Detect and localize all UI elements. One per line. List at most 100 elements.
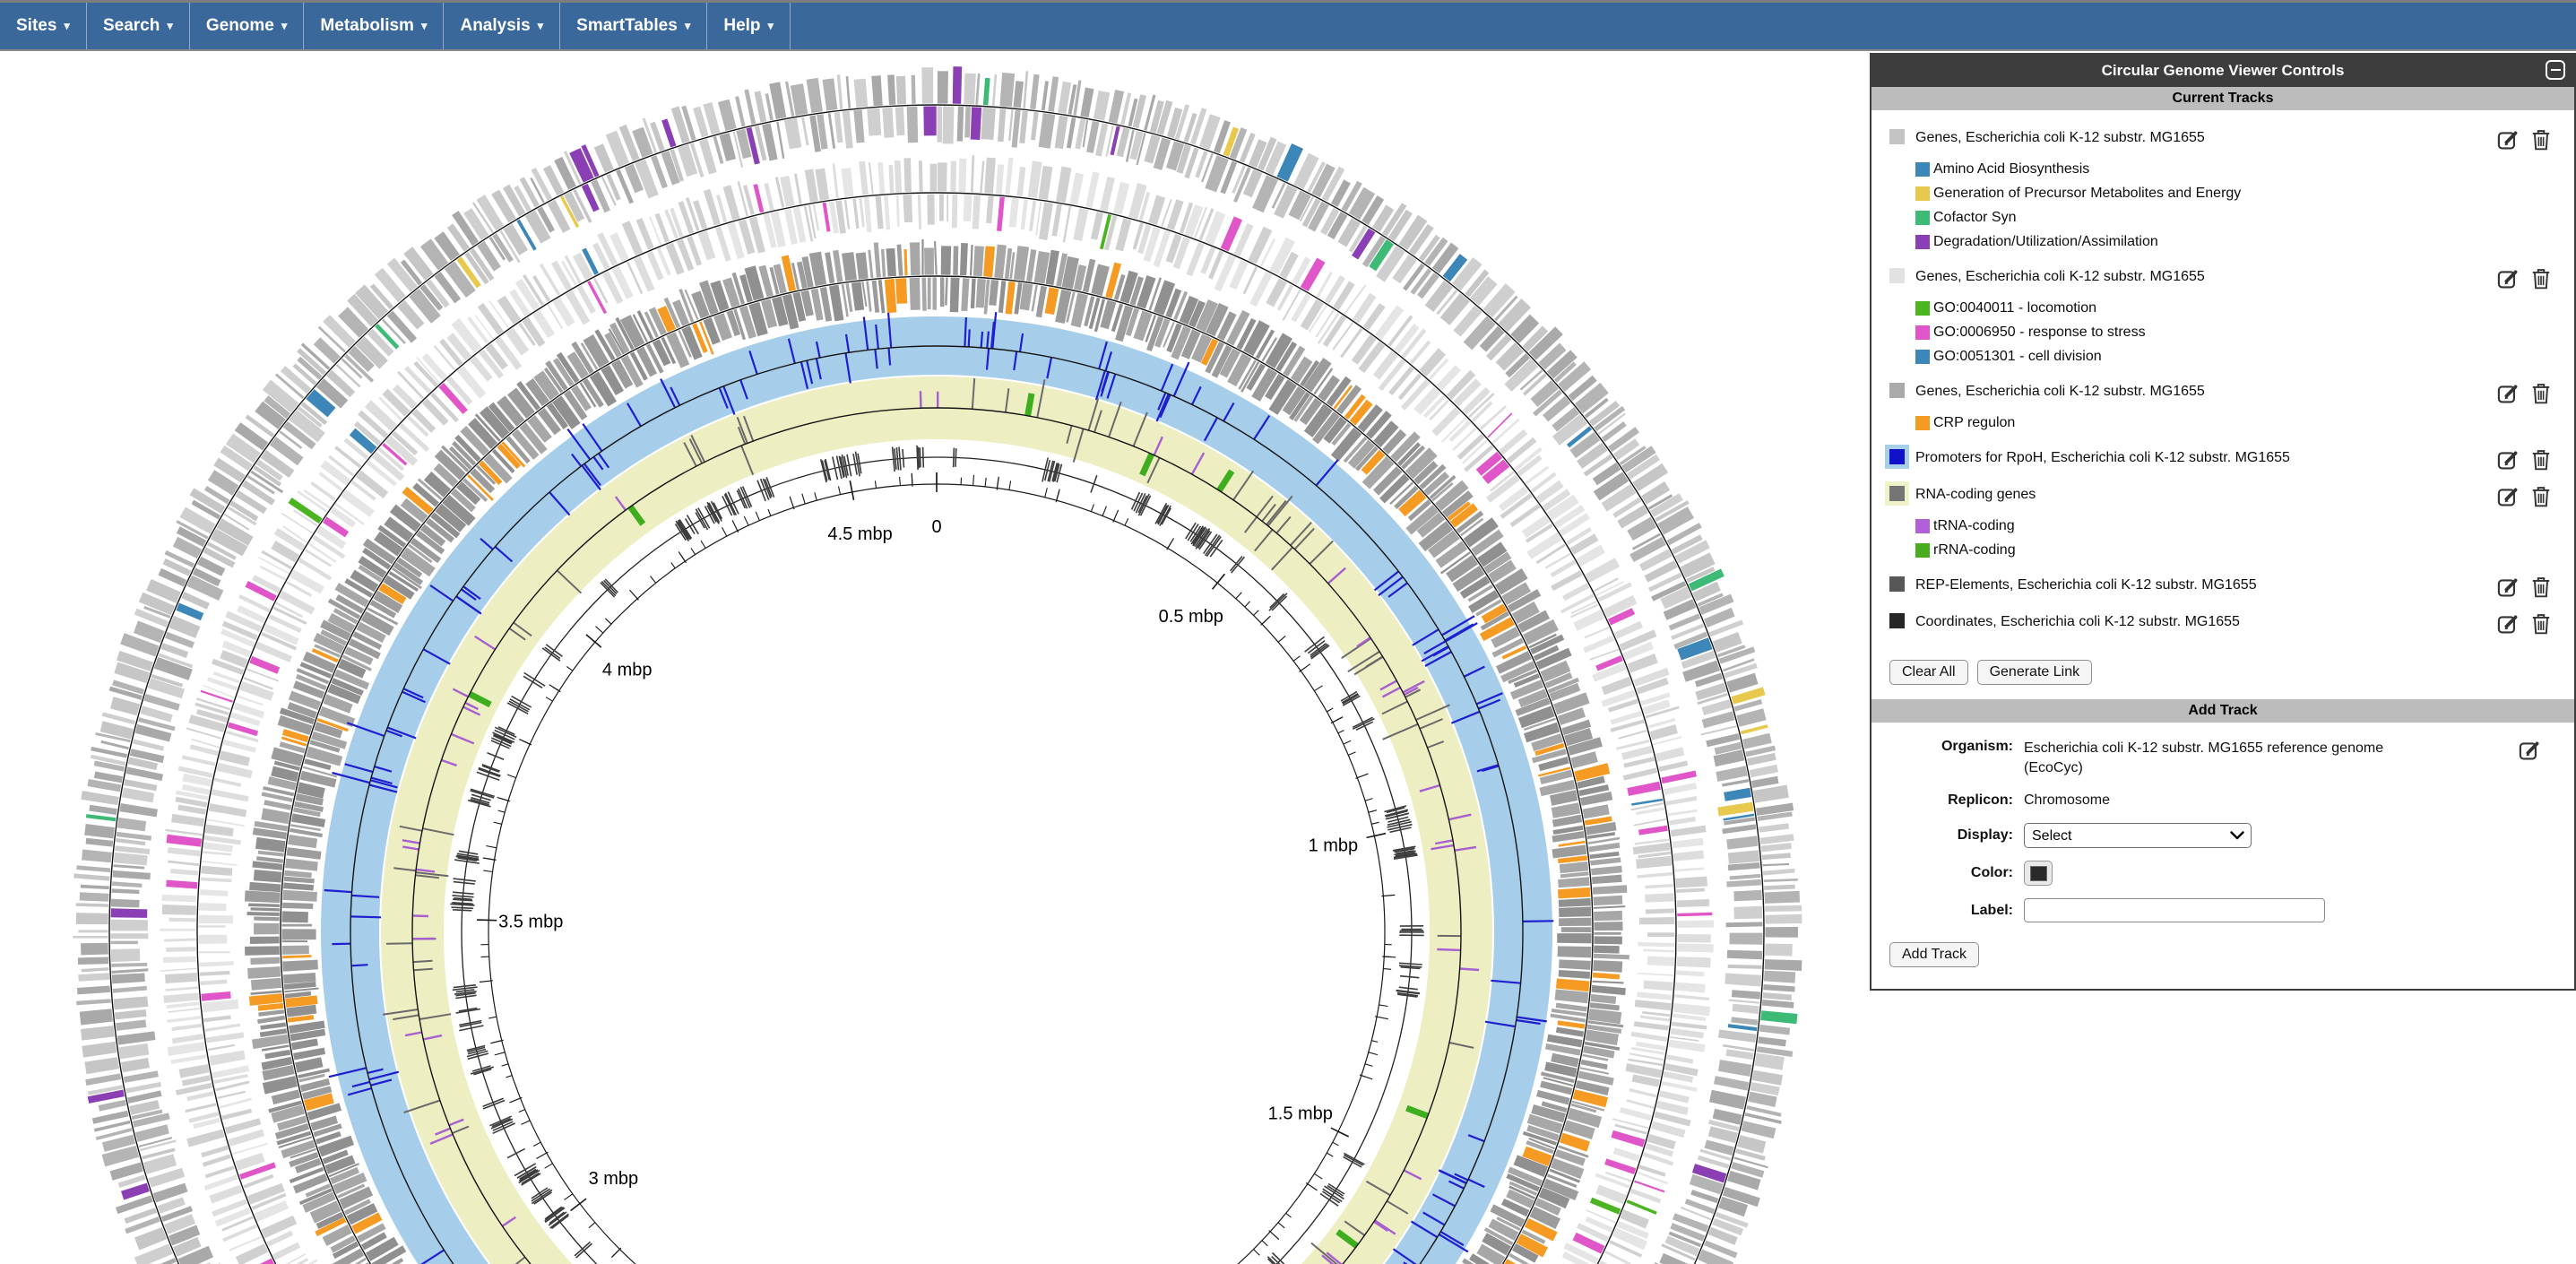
replicon-value: Chromosome bbox=[2024, 792, 2111, 808]
track-legend-item: Amino Acid Biosynthesis bbox=[1915, 157, 2553, 181]
color-picker-button[interactable] bbox=[2024, 861, 2053, 886]
track-legend-item: Generation of Precursor Metabolites and … bbox=[1915, 181, 2553, 205]
legend-color-swatch bbox=[1915, 415, 1930, 430]
legend-color-swatch bbox=[1915, 186, 1930, 201]
edit-track-button[interactable] bbox=[2497, 612, 2520, 636]
legend-label: GO:0051301 - cell division bbox=[1933, 348, 2102, 364]
scale-label: 1.5 mbp bbox=[1268, 1104, 1333, 1123]
add-track-header: Add Track bbox=[1871, 699, 2574, 723]
legend-label: CRP regulon bbox=[1933, 414, 2016, 430]
track-legend-item: rRNA-coding bbox=[1915, 538, 2553, 562]
collapse-panel-button[interactable] bbox=[2546, 60, 2565, 80]
delete-track-button[interactable] bbox=[2529, 382, 2553, 405]
legend-label: GO:0006950 - response to stress bbox=[1933, 324, 2146, 340]
caret-down-icon: ▾ bbox=[537, 19, 544, 32]
track-label: Genes, Escherichia coli K-12 substr. MG1… bbox=[1915, 130, 2205, 145]
color-label: Color: bbox=[1970, 865, 2013, 880]
legend-color-swatch bbox=[1915, 325, 1930, 340]
delete-track-button[interactable] bbox=[2529, 448, 2553, 472]
display-select[interactable]: Select bbox=[2025, 824, 2251, 847]
legend-color-swatch bbox=[1915, 518, 1930, 533]
track-row: REP-Elements, Escherichia coli K-12 subs… bbox=[1889, 576, 2553, 599]
delete-track-button[interactable] bbox=[2529, 485, 2553, 508]
track-legend-item: tRNA-coding bbox=[1915, 514, 2553, 538]
label-label: Label: bbox=[1970, 902, 2013, 918]
legend-label: tRNA-coding bbox=[1933, 517, 2015, 533]
display-label: Display: bbox=[1957, 827, 2013, 843]
track-label-input[interactable] bbox=[2024, 898, 2325, 922]
delete-track-button[interactable] bbox=[2529, 267, 2553, 290]
organism-label: Organism: bbox=[1941, 739, 2013, 754]
legend-color-swatch bbox=[1915, 210, 1930, 225]
track-label: Promoters for RpoH, Escherichia coli K-1… bbox=[1915, 450, 2290, 465]
top-nav-bar: Sites ▾ Search ▾ Genome ▾ Metabolism ▾ A… bbox=[0, 0, 2576, 51]
organism-value: Escherichia coli K-12 substr. MG1655 ref… bbox=[2024, 740, 2384, 775]
add-track-button[interactable]: Add Track bbox=[1889, 942, 1980, 967]
nav-item-sites[interactable]: Sites ▾ bbox=[0, 3, 87, 49]
edit-track-button[interactable] bbox=[2497, 382, 2520, 405]
add-track-form: Organism: Escherichia coli K-12 substr. … bbox=[1871, 723, 2574, 989]
track-color-swatch bbox=[1889, 129, 1905, 144]
caret-down-icon: ▾ bbox=[64, 19, 70, 32]
edit-organism-button[interactable] bbox=[2519, 739, 2542, 762]
delete-track-button[interactable] bbox=[2529, 576, 2553, 599]
delete-track-button[interactable] bbox=[2529, 128, 2553, 152]
circular-genome-viewer-controls-panel: Circular Genome Viewer Controls Current … bbox=[1870, 53, 2576, 991]
ring-genes-go bbox=[160, 155, 1715, 1264]
edit-track-button[interactable] bbox=[2497, 485, 2520, 508]
track-legend-item: GO:0051301 - cell division bbox=[1915, 344, 2553, 368]
legend-label: rRNA-coding bbox=[1933, 541, 2016, 558]
track-label: RNA-coding genes bbox=[1915, 487, 2036, 502]
panel-title-bar: Circular Genome Viewer Controls bbox=[1871, 55, 2574, 87]
nav-item-smarttables[interactable]: SmartTables ▾ bbox=[560, 3, 708, 49]
track-color-swatch bbox=[1885, 481, 1909, 506]
scale-label: 1 mbp bbox=[1309, 836, 1359, 856]
legend-color-swatch bbox=[1915, 234, 1930, 249]
legend-label: GO:0040011 - locomotion bbox=[1933, 299, 2097, 316]
caret-down-icon: ▾ bbox=[420, 19, 428, 32]
nav-item-analysis[interactable]: Analysis ▾ bbox=[444, 3, 561, 49]
scale-label: 3.5 mbp bbox=[498, 913, 563, 932]
track-label: Genes, Escherichia coli K-12 substr. MG1… bbox=[1915, 269, 2205, 284]
clear-all-button[interactable]: Clear All bbox=[1889, 660, 1968, 685]
edit-track-button[interactable] bbox=[2497, 128, 2520, 152]
track-legend-item: Cofactor Syn bbox=[1915, 205, 2553, 229]
current-tracks-header: Current Tracks bbox=[1871, 87, 2574, 110]
track-color-swatch bbox=[1889, 613, 1905, 628]
edit-track-button[interactable] bbox=[2497, 576, 2520, 599]
panel-title: Circular Genome Viewer Controls bbox=[2101, 62, 2345, 79]
caret-down-icon: ▾ bbox=[684, 19, 691, 32]
delete-track-button[interactable] bbox=[2529, 612, 2553, 636]
track-label: Coordinates, Escherichia coli K-12 subst… bbox=[1915, 614, 2240, 629]
track-color-swatch bbox=[1889, 268, 1905, 283]
nav-item-help[interactable]: Help ▾ bbox=[707, 3, 791, 49]
ring-genes-crp bbox=[244, 238, 1629, 1264]
track-list: Genes, Escherichia coli K-12 substr. MG1… bbox=[1871, 110, 2574, 654]
edit-track-button[interactable] bbox=[2497, 448, 2520, 472]
generate-link-button[interactable]: Generate Link bbox=[1976, 660, 2093, 685]
track-label: REP-Elements, Escherichia coli K-12 subs… bbox=[1915, 577, 2257, 593]
caret-down-icon: ▾ bbox=[281, 19, 288, 32]
nav-item-genome[interactable]: Genome ▾ bbox=[190, 3, 305, 49]
track-row: Genes, Escherichia coli K-12 substr. MG1… bbox=[1889, 128, 2553, 254]
nav-item-search[interactable]: Search ▾ bbox=[87, 3, 190, 49]
scale-label: 4.5 mbp bbox=[827, 524, 892, 544]
scale-label: 0.5 mbp bbox=[1159, 607, 1223, 627]
ring-rep-elements bbox=[450, 445, 1424, 1264]
track-row: Genes, Escherichia coli K-12 substr. MG1… bbox=[1889, 267, 2553, 368]
track-row: Promoters for RpoH, Escherichia coli K-1… bbox=[1885, 445, 2553, 472]
nav-item-metabolism[interactable]: Metabolism ▾ bbox=[304, 3, 445, 49]
legend-color-swatch bbox=[1915, 161, 1930, 177]
scale-label: 3 mbp bbox=[589, 1169, 639, 1189]
replicon-label: Replicon: bbox=[1948, 792, 2013, 808]
ring-promoters bbox=[321, 312, 1554, 1264]
ring-genes-functional bbox=[73, 66, 1802, 1264]
track-color-swatch bbox=[1885, 445, 1909, 469]
edit-track-button[interactable] bbox=[2497, 267, 2520, 290]
ring-rna-coding bbox=[381, 377, 1492, 1264]
color-chip bbox=[2029, 865, 2047, 881]
track-color-swatch bbox=[1889, 383, 1905, 398]
